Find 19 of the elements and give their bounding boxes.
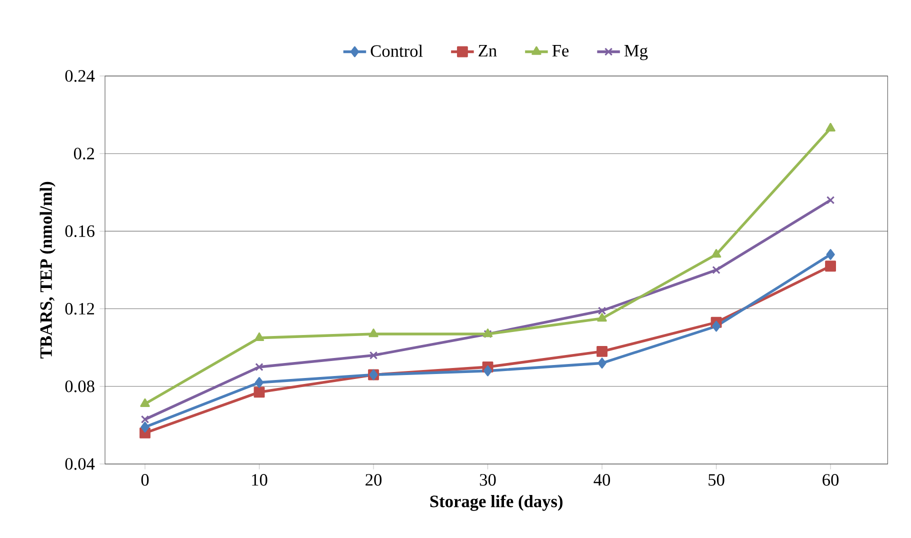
x-tick-label: 60 [822,474,839,486]
y-tick-label: 0.2 [74,148,94,160]
legend-label: Zn [478,45,497,56]
x-tick-label: 30 [480,474,496,486]
y-axis-title: TBARS, TEP (nmol/ml) [40,182,56,359]
x-axis-title: Storage life (days) [430,494,562,511]
legend-label: Mg [624,45,648,60]
legend-label: Fe [552,45,569,57]
y-tick-label: 0.08 [65,380,94,392]
x-tick-label: 20 [366,474,382,486]
legend-label: Control [370,44,423,57]
y-tick-label: 0.24 [65,70,95,82]
x-tick-label: 50 [708,474,724,486]
x-tick-label: 40 [594,474,610,486]
y-tick-label: 0.12 [65,302,94,315]
y-tick-label: 0.16 [65,225,94,238]
x-tick-label: 10 [252,474,268,486]
y-tick-label: 0.04 [65,458,95,470]
x-tick-label: 0 [141,474,149,486]
